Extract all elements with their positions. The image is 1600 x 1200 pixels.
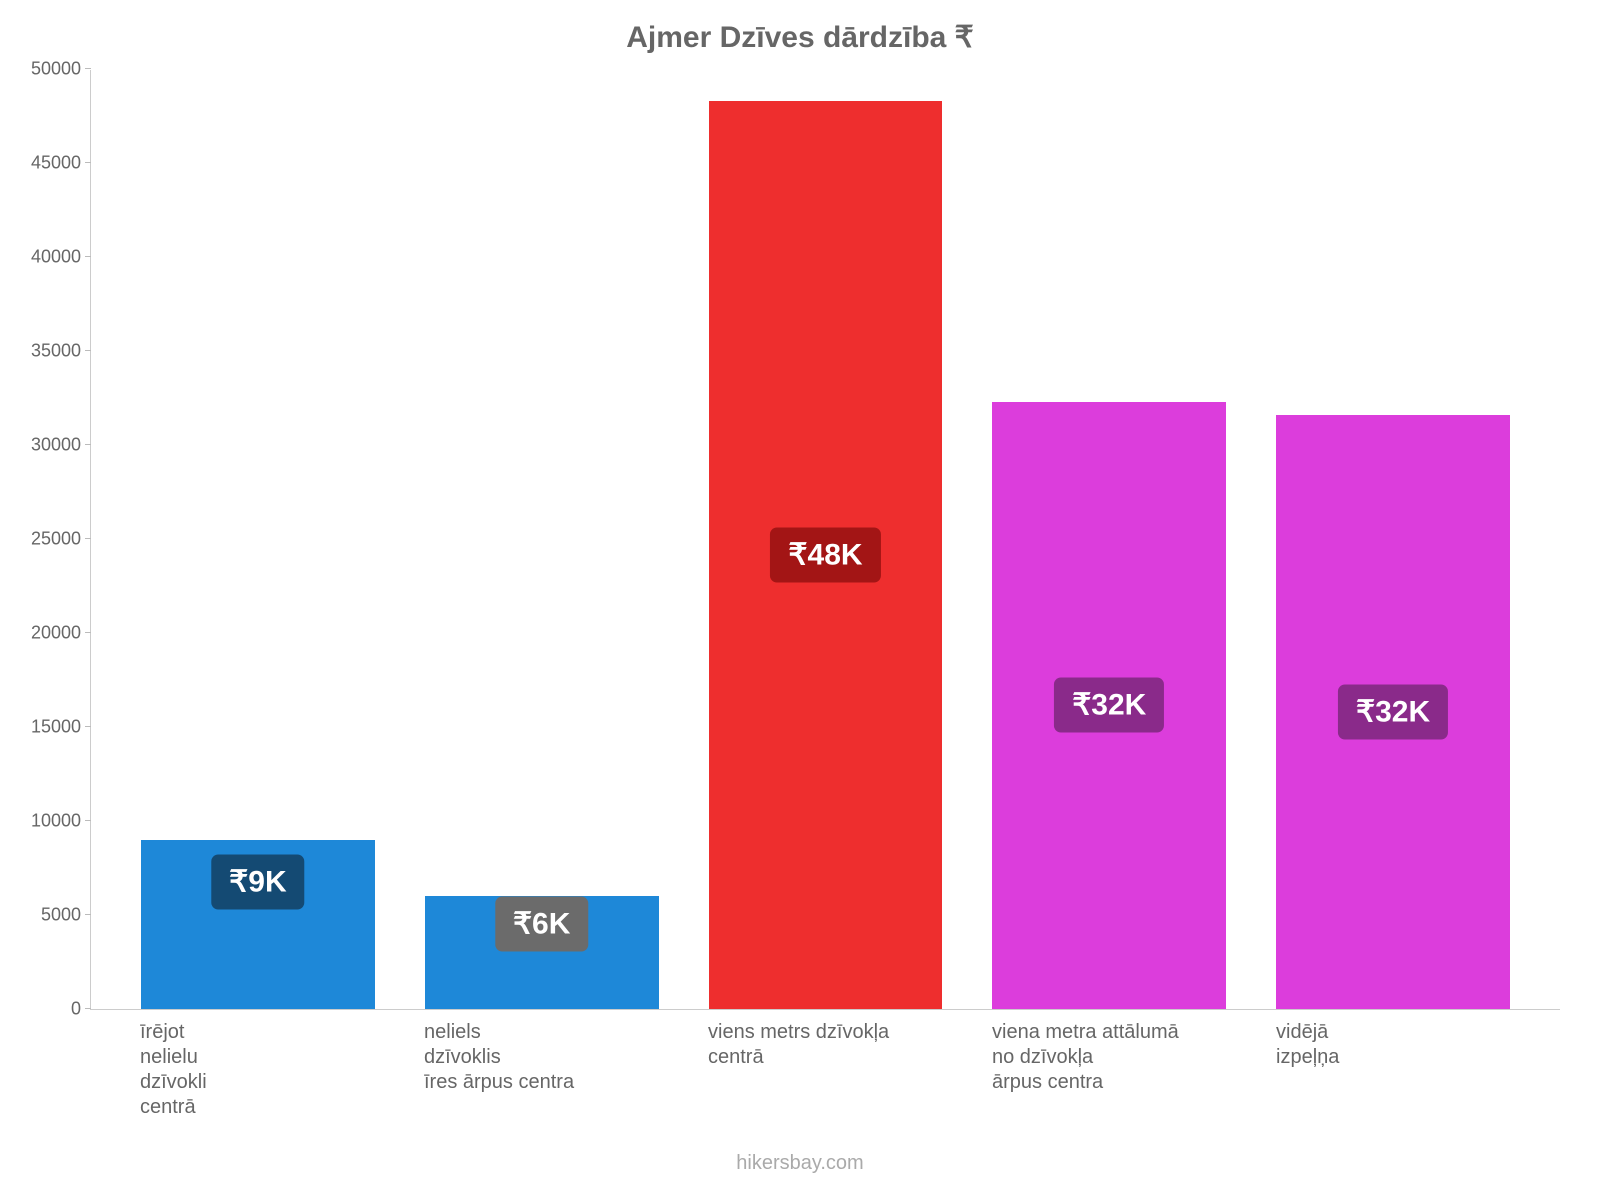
x-axis-label-line: centrā	[140, 1095, 374, 1120]
bar-slot: ₹9K	[116, 70, 400, 1009]
y-tick-label: 40000	[21, 247, 81, 268]
y-tick-mark	[85, 256, 91, 257]
y-tick-label: 20000	[21, 623, 81, 644]
footer-attribution: hikersbay.com	[0, 1152, 1600, 1175]
y-tick-mark	[85, 726, 91, 727]
bar: ₹9K	[141, 840, 375, 1009]
x-axis-label: vidējāizpeļņa	[1251, 1020, 1535, 1120]
bars-row: ₹9K ₹6K ₹48K ₹32K ₹32K	[91, 70, 1560, 1009]
plot-area: ₹9K₹6K₹48K₹32K₹32K 050001000015000200002…	[90, 70, 1560, 1010]
x-axis-label-line: centrā	[708, 1045, 942, 1070]
y-tick-mark	[85, 350, 91, 351]
chart-container: Ajmer Dzīves dārdzība ₹ ₹9K ₹6K ₹48K ₹32K ₹3…	[0, 0, 1600, 1200]
x-axis-label: viena metra attālumāno dzīvokļaārpus cen…	[967, 1020, 1251, 1120]
x-axis-label-line: dzīvokli	[140, 1070, 374, 1095]
bar: ₹32K	[992, 402, 1226, 1009]
y-tick-mark	[85, 538, 91, 539]
x-axis-label-line: viena metra attālumā	[992, 1020, 1226, 1045]
bar-value-label: ₹48K	[770, 527, 880, 582]
x-axis-label-line: īres ārpus centra	[424, 1070, 658, 1095]
y-tick-label: 0	[21, 999, 81, 1020]
x-axis-label-line: īrējot	[140, 1020, 374, 1045]
bar-value-label: ₹32K	[1054, 678, 1164, 733]
bar-slot: ₹32K	[1251, 70, 1535, 1009]
y-tick-label: 30000	[21, 435, 81, 456]
bar: ₹48K	[709, 101, 943, 1009]
y-tick-label: 10000	[21, 811, 81, 832]
y-tick-mark	[85, 820, 91, 821]
x-axis-label: nelielsdzīvoklisīres ārpus centra	[399, 1020, 683, 1120]
bar-value-label: ₹6K	[495, 897, 588, 952]
y-tick-mark	[85, 68, 91, 69]
bar-slot: ₹32K	[967, 70, 1251, 1009]
y-tick-label: 45000	[21, 153, 81, 174]
x-axis-label-line: neliels	[424, 1020, 658, 1045]
y-tick-label: 15000	[21, 717, 81, 738]
y-tick-mark	[85, 444, 91, 445]
y-tick-mark	[85, 632, 91, 633]
chart-title: Ajmer Dzīves dārdzība ₹	[0, 20, 1600, 55]
x-axis-label-line: izpeļņa	[1276, 1045, 1510, 1070]
y-tick-label: 5000	[21, 905, 81, 926]
bar-slot: ₹6K	[400, 70, 684, 1009]
x-axis-label-line: nelielu	[140, 1045, 374, 1070]
x-axis-label-line: no dzīvokļa	[992, 1045, 1226, 1070]
bar-value-label: ₹32K	[1338, 684, 1448, 739]
y-tick-mark	[85, 162, 91, 163]
bar: ₹32K	[1276, 415, 1510, 1009]
y-tick-label: 35000	[21, 341, 81, 362]
x-axis-label-line: ārpus centra	[992, 1070, 1226, 1095]
bar-value-label: ₹9K	[211, 855, 304, 910]
x-axis-label-line: viens metrs dzīvokļa	[708, 1020, 942, 1045]
y-tick-mark	[85, 1008, 91, 1009]
x-axis-label-line: dzīvoklis	[424, 1045, 658, 1070]
bar-slot: ₹48K	[684, 70, 968, 1009]
y-tick-label: 25000	[21, 529, 81, 550]
bar: ₹6K	[425, 896, 659, 1009]
x-axis-label-line: vidējā	[1276, 1020, 1510, 1045]
x-axis-label: īrējotnelieludzīvoklicentrā	[115, 1020, 399, 1120]
x-axis-label: viens metrs dzīvokļacentrā	[683, 1020, 967, 1120]
y-tick-mark	[85, 914, 91, 915]
y-tick-label: 50000	[21, 59, 81, 80]
x-axis-labels: īrējotnelieludzīvoklicentrānelielsdzīvok…	[90, 1020, 1560, 1120]
